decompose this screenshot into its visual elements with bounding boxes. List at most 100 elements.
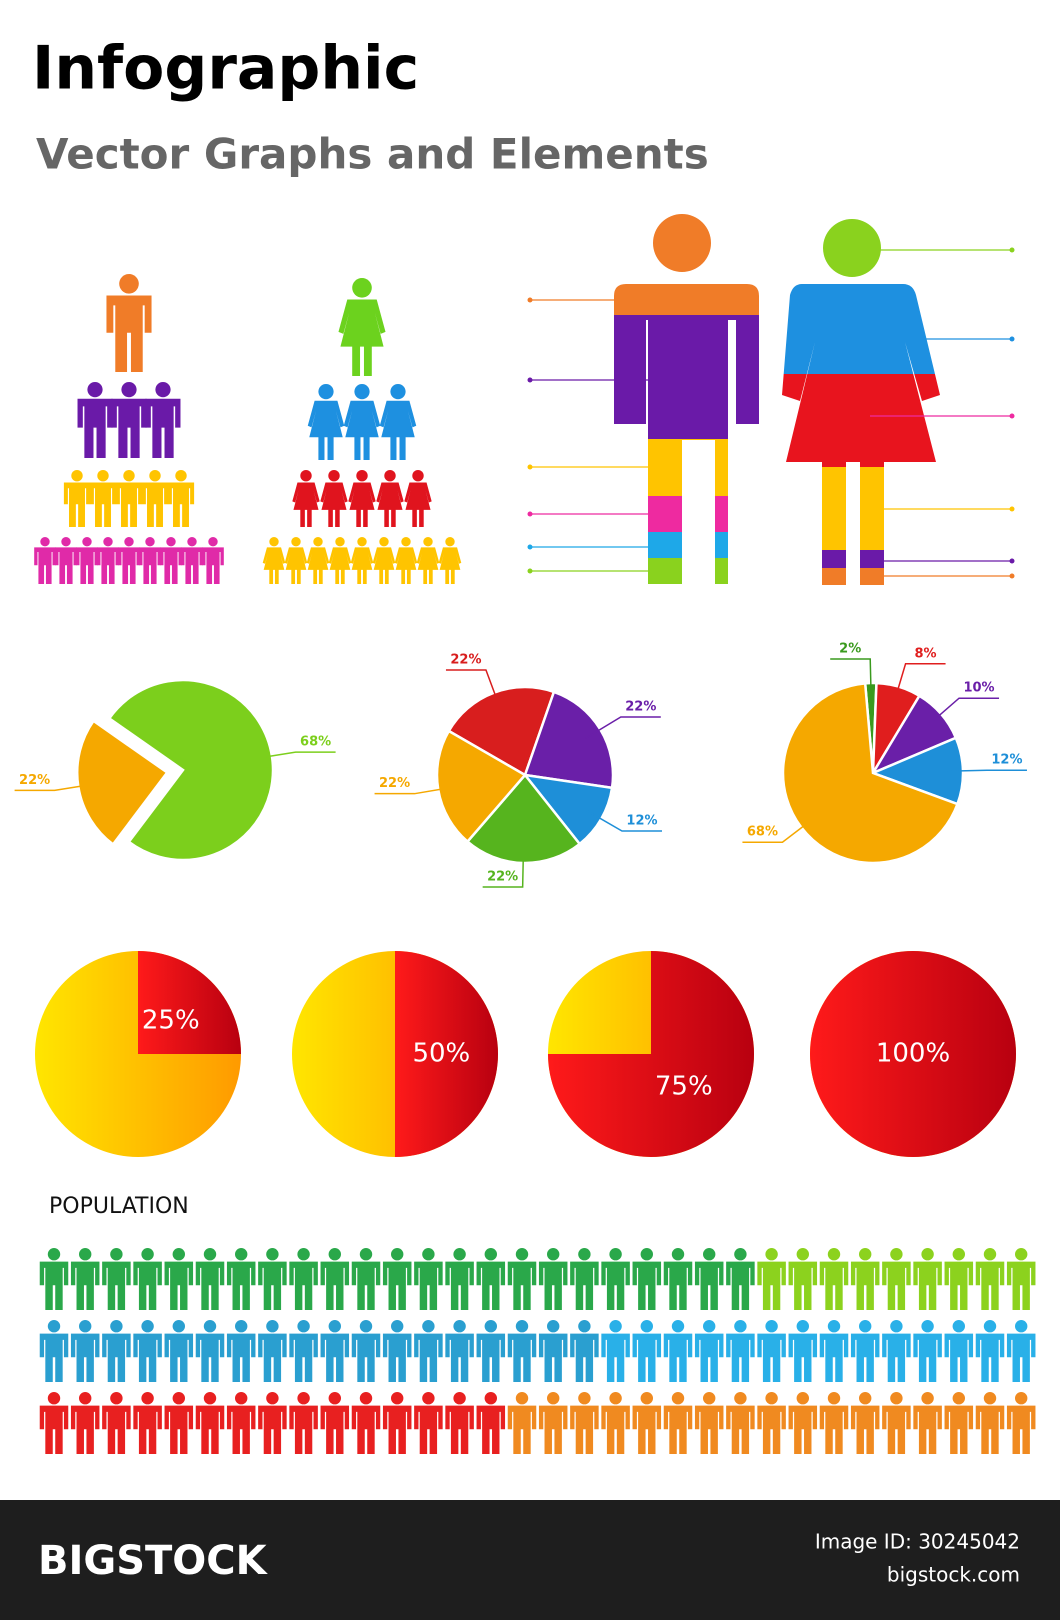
person-body xyxy=(538,1405,568,1454)
person-body xyxy=(694,1261,724,1310)
leader-dot xyxy=(527,297,533,303)
leader-dot xyxy=(527,464,533,470)
person-head xyxy=(47,1248,61,1261)
person-body xyxy=(632,1261,662,1310)
person-body xyxy=(601,1405,630,1454)
person-head xyxy=(297,1248,310,1261)
person-body xyxy=(476,1333,506,1382)
person-head xyxy=(952,1248,965,1261)
data-label: 8% xyxy=(915,646,937,661)
person-head xyxy=(859,1320,872,1333)
person-body xyxy=(164,1405,194,1454)
person-head xyxy=(141,1320,154,1333)
person-head xyxy=(983,1392,997,1405)
person-body xyxy=(195,1333,225,1382)
footer-band xyxy=(0,1500,1060,1620)
person-head xyxy=(445,537,455,547)
person-head xyxy=(921,1392,934,1405)
person-head xyxy=(149,470,161,482)
person-body xyxy=(445,1405,474,1454)
person-head xyxy=(765,1320,778,1333)
person-body xyxy=(507,1261,537,1310)
person-head xyxy=(640,1248,653,1261)
person-head xyxy=(313,537,323,547)
person-head xyxy=(859,1392,872,1405)
leader-dot xyxy=(527,511,533,517)
person-body xyxy=(160,547,182,584)
person-body xyxy=(34,547,56,584)
person-body xyxy=(416,547,440,584)
person-head xyxy=(328,470,340,482)
person-body xyxy=(102,1261,131,1310)
person-body xyxy=(167,482,195,527)
person-body xyxy=(133,1261,162,1310)
person-body xyxy=(694,1333,724,1382)
data-label: 68% xyxy=(300,735,331,750)
person-body xyxy=(726,1405,755,1454)
person-head xyxy=(335,537,345,547)
person-head xyxy=(357,537,367,547)
person-head xyxy=(328,1248,341,1261)
person-head xyxy=(484,1392,497,1405)
person-head xyxy=(391,1320,404,1333)
person-body xyxy=(133,1333,162,1382)
leader-dot xyxy=(1009,558,1015,564)
person-body xyxy=(289,1405,318,1454)
person-body xyxy=(306,547,330,584)
leader-line xyxy=(742,816,817,843)
person-body xyxy=(39,1261,69,1310)
person-body xyxy=(382,1261,412,1310)
person-head xyxy=(359,1320,373,1333)
data-label: 12% xyxy=(626,814,657,829)
person-head xyxy=(453,1320,466,1333)
person-head xyxy=(40,537,50,547)
person-head xyxy=(97,470,109,482)
person-head xyxy=(890,1320,903,1333)
person-head xyxy=(71,470,83,482)
person-head xyxy=(640,1392,653,1405)
person-body xyxy=(601,1261,630,1310)
gauge-label: 100% xyxy=(876,1039,950,1069)
person-body xyxy=(404,482,432,527)
person-head xyxy=(328,1320,341,1333)
person-body xyxy=(663,1333,693,1382)
data-label: 22% xyxy=(450,653,481,668)
person-head xyxy=(401,537,411,547)
person-head xyxy=(110,1320,123,1333)
person-body xyxy=(320,1333,350,1382)
person-body xyxy=(382,1333,412,1382)
person-body xyxy=(139,547,161,584)
person-body xyxy=(351,1261,381,1310)
person-head xyxy=(141,1248,154,1261)
person-body xyxy=(414,1405,443,1454)
person-head xyxy=(515,1248,529,1261)
person-body xyxy=(913,1333,942,1382)
person-head xyxy=(354,384,370,400)
person-head xyxy=(203,1392,217,1405)
leader-line xyxy=(830,658,872,702)
person-body xyxy=(348,482,376,527)
person-body xyxy=(55,547,77,584)
person-head xyxy=(121,382,137,398)
person-head xyxy=(796,1320,809,1333)
person-head xyxy=(266,1248,279,1261)
person-head xyxy=(155,382,171,398)
leader-dot xyxy=(1009,336,1015,342)
person-body xyxy=(882,1405,911,1454)
person-body xyxy=(570,1405,599,1454)
person-body xyxy=(601,1333,630,1382)
person-head xyxy=(79,1248,92,1261)
person-body xyxy=(39,1405,69,1454)
person-head xyxy=(484,1248,497,1261)
gauge-slice xyxy=(548,951,754,1157)
person-head xyxy=(384,470,396,482)
person-body xyxy=(944,1333,974,1382)
person-head xyxy=(352,278,372,298)
person-head xyxy=(484,1320,497,1333)
person-head xyxy=(208,537,218,547)
person-head xyxy=(640,1320,653,1333)
footer-site: bigstock.com xyxy=(887,1563,1020,1587)
person-head xyxy=(391,1392,404,1405)
person-head xyxy=(175,470,187,482)
person-head xyxy=(1015,1320,1028,1333)
